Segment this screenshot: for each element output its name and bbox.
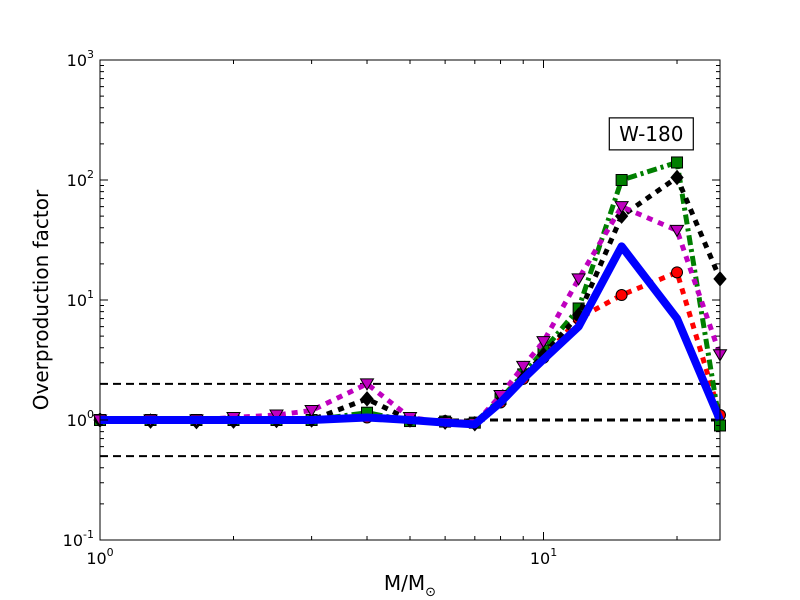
series-layer — [92, 156, 728, 432]
series-line — [100, 204, 723, 427]
series-3 — [92, 201, 728, 431]
annotation-box: W-180 — [608, 117, 694, 151]
series-1 — [94, 156, 726, 432]
series-2 — [93, 169, 727, 432]
annotation-text: W-180 — [619, 122, 683, 146]
data-point — [615, 174, 628, 186]
data-point — [614, 201, 629, 214]
data-point — [670, 169, 684, 186]
data-point — [360, 391, 374, 407]
y-tick-label: 10-1 — [63, 528, 94, 550]
x-axis-label-main: M/M — [384, 571, 425, 595]
data-point — [671, 156, 684, 169]
series-4 — [100, 242, 724, 429]
x-axis-label-subscript: ⊙ — [425, 585, 436, 600]
x-tick-label: 100 — [86, 546, 113, 568]
data-point — [304, 404, 319, 418]
y-tick-label: 103 — [67, 48, 94, 70]
data-point — [671, 266, 684, 279]
data-point — [571, 273, 587, 286]
y-tick-label: 101 — [67, 288, 94, 310]
series-line — [99, 174, 723, 427]
y-tick-label: 102 — [67, 168, 94, 190]
series-0 — [94, 266, 726, 429]
data-point — [359, 378, 375, 391]
data-point — [669, 224, 685, 238]
y-axis-label: Overproduction factor — [29, 189, 53, 410]
x-tick-label: 101 — [530, 546, 557, 568]
data-point — [515, 360, 531, 374]
data-point — [615, 289, 628, 302]
data-point — [269, 409, 284, 423]
series-line — [100, 242, 724, 429]
x-axis-label: M/M⊙ — [384, 571, 436, 600]
y-tick-label: 100 — [67, 408, 94, 430]
data-point — [536, 336, 551, 349]
